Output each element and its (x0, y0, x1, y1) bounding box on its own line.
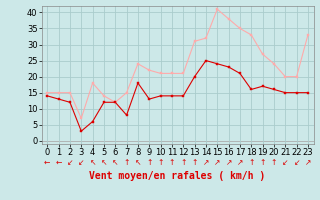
Text: ↑: ↑ (180, 158, 187, 167)
Text: ↑: ↑ (124, 158, 130, 167)
Text: ↗: ↗ (225, 158, 232, 167)
Text: ↗: ↗ (237, 158, 243, 167)
Text: ↗: ↗ (203, 158, 209, 167)
Text: ↑: ↑ (260, 158, 266, 167)
Text: ↖: ↖ (89, 158, 96, 167)
Text: ↙: ↙ (78, 158, 84, 167)
Text: ↑: ↑ (191, 158, 198, 167)
Text: ←: ← (44, 158, 51, 167)
Text: ↗: ↗ (305, 158, 311, 167)
Text: ↑: ↑ (248, 158, 254, 167)
Text: ↑: ↑ (157, 158, 164, 167)
Text: ↙: ↙ (282, 158, 288, 167)
Text: ↖: ↖ (112, 158, 118, 167)
X-axis label: Vent moyen/en rafales ( km/h ): Vent moyen/en rafales ( km/h ) (90, 171, 266, 181)
Text: ↖: ↖ (101, 158, 107, 167)
Text: ←: ← (55, 158, 62, 167)
Text: ↙: ↙ (293, 158, 300, 167)
Text: ↗: ↗ (214, 158, 220, 167)
Text: ↙: ↙ (67, 158, 73, 167)
Text: ↑: ↑ (146, 158, 152, 167)
Text: ↖: ↖ (135, 158, 141, 167)
Text: ↑: ↑ (271, 158, 277, 167)
Text: ↑: ↑ (169, 158, 175, 167)
